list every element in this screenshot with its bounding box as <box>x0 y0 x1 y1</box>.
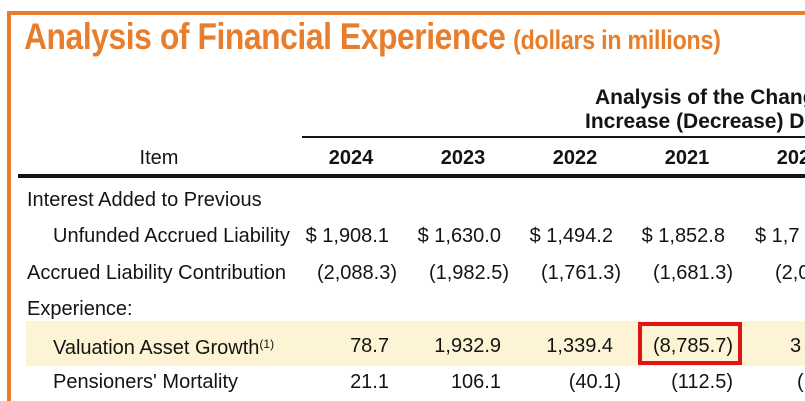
table-row: Accrued Liability Contribution (2,088.3)… <box>13 255 805 291</box>
page-title-main: Analysis of Financial Experience <box>24 16 506 57</box>
cell-value: 21.1 <box>350 371 389 393</box>
cell-value: $ 1,630.0 <box>417 225 501 247</box>
cell-value: $ 1,7 <box>755 225 800 247</box>
year-header-2024: 2024 <box>328 147 374 169</box>
frame-top-border <box>7 11 805 15</box>
row-label: Accrued Liability Contribution <box>27 262 287 284</box>
row-label: Experience: <box>27 298 133 320</box>
page-title-subtitle: (dollars in millions) <box>513 25 721 55</box>
cell-value: $ 1,494.2 <box>529 225 613 247</box>
table-row: Interest Added to Previous <box>13 182 805 218</box>
year-header-2021: 2021 <box>664 147 710 169</box>
footnote-marker: (1) <box>259 337 275 351</box>
table-row: Unfunded Accrued Liability $ 1,908.1 $ 1… <box>13 218 805 254</box>
header-divider-rule <box>18 174 805 178</box>
cell-value: $ 1,908.1 <box>305 225 389 247</box>
cell-value: ( <box>797 371 804 393</box>
table-row: Pensioners' Mortality 21.1 106.1 (40.1) … <box>13 364 805 400</box>
year-header-2022: 2022 <box>552 147 598 169</box>
column-group-header-line2: Increase (Decrease) D <box>585 110 805 133</box>
row-label: Pensioners' Mortality <box>53 371 238 393</box>
highlight-band <box>26 321 805 366</box>
cell-value: 78.7 <box>350 335 389 357</box>
cell-value: 3 <box>790 335 802 357</box>
row-label-text: Valuation Asset Growth <box>53 337 260 359</box>
cell-value: 106.1 <box>450 371 501 393</box>
frame-left-border <box>7 11 11 401</box>
year-header-2023: 2023 <box>440 147 486 169</box>
table-row-highlighted: Valuation Asset Growth(1) 78.7 1,932.9 1… <box>13 326 805 362</box>
cell-value: (112.5) <box>671 371 733 393</box>
cell-value-boxed: (8,785.7) <box>652 335 733 357</box>
cell-value: $ 1,852.8 <box>641 225 725 247</box>
group-header-rule <box>302 136 805 138</box>
page-title: Analysis of Financial Experience (dollars… <box>24 16 721 58</box>
cell-value: (1,761.3) <box>540 262 621 284</box>
column-group-header-line1: Analysis of the Chang <box>595 86 805 109</box>
row-label: Interest Added to Previous <box>27 189 262 211</box>
table-row: Experience: <box>13 291 805 327</box>
cell-value: (2,088.3) <box>316 262 397 284</box>
cell-value: (1,681.3) <box>652 262 733 284</box>
cell-value: (40.1) <box>568 371 621 393</box>
table-header-row: Item 2024 2023 2022 2021 2020 <box>13 142 805 174</box>
year-header-2020: 2020 <box>776 147 805 169</box>
red-callout-box <box>638 322 742 365</box>
cell-value: (1,982.5) <box>428 262 509 284</box>
cell-value: 1,339.4 <box>546 335 613 357</box>
item-column-header: Item <box>139 147 179 169</box>
row-label: Valuation Asset Growth(1) <box>13 326 305 366</box>
cell-value: 1,932.9 <box>434 335 501 357</box>
row-label: Unfunded Accrued Liability <box>53 225 290 247</box>
cell-value: (2,0 <box>775 262 805 284</box>
